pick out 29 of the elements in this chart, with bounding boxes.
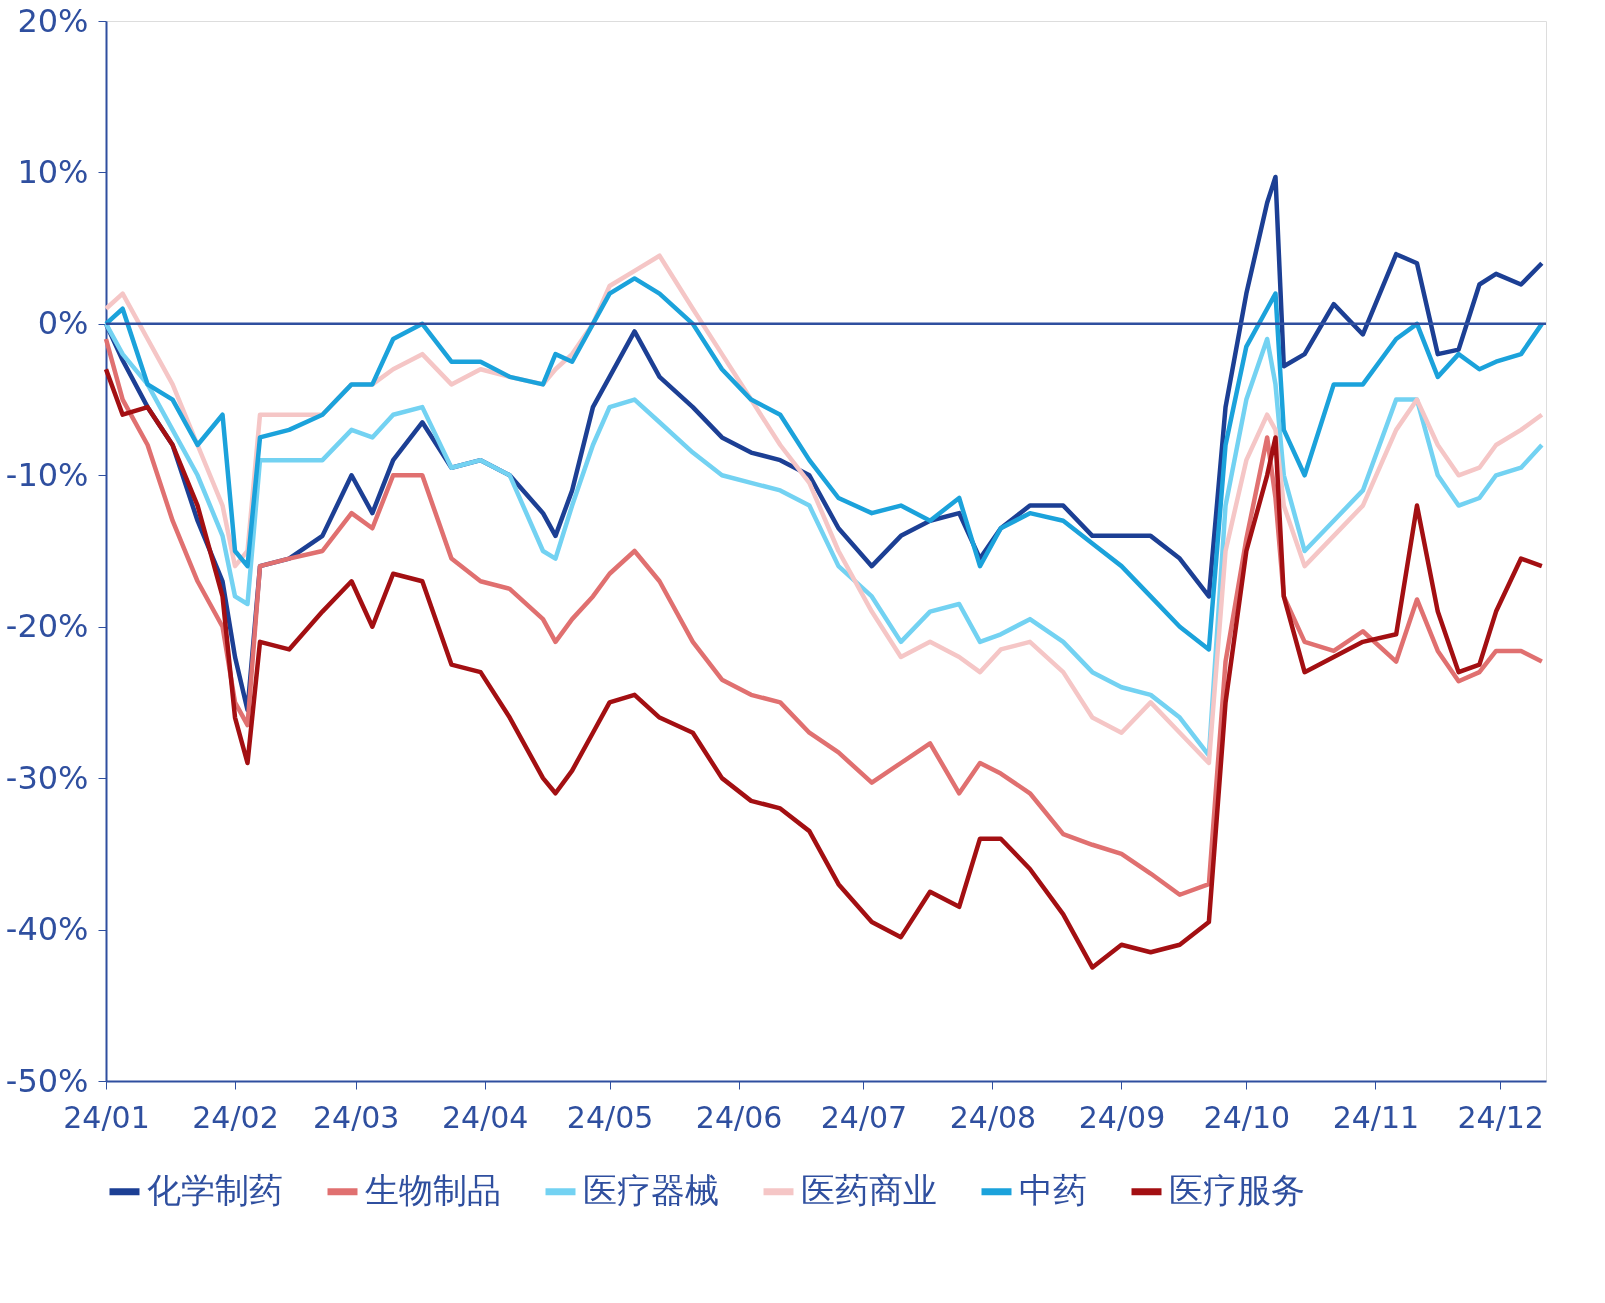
y-tick-label: 0% xyxy=(37,304,89,343)
x-tick-label: 24/12 xyxy=(1457,1099,1544,1135)
y-tick-label: 20% xyxy=(17,1,89,40)
legend-label: 医疗器械 xyxy=(583,1169,719,1210)
x-tick-label: 24/06 xyxy=(695,1099,783,1135)
x-tick-label: 24/07 xyxy=(820,1099,908,1135)
x-tick-label: 24/03 xyxy=(312,1099,400,1135)
y-tick-label: -40% xyxy=(5,910,89,949)
y-tick-label: -50% xyxy=(5,1061,89,1100)
x-tick-label: 24/04 xyxy=(441,1099,529,1135)
legend-label: 化学制药 xyxy=(147,1169,283,1210)
x-tick-label: 24/02 xyxy=(192,1099,279,1135)
legend-label: 医药商业 xyxy=(801,1169,937,1210)
x-tick-label: 24/09 xyxy=(1078,1099,1166,1135)
y-tick-label: -30% xyxy=(5,758,89,797)
y-tick-label: -20% xyxy=(5,607,89,646)
x-tick-label: 24/05 xyxy=(566,1099,654,1135)
y-tick-label: -10% xyxy=(5,455,89,494)
x-tick-label: 24/08 xyxy=(949,1099,1037,1135)
y-tick-label: 10% xyxy=(17,152,89,191)
x-tick-label: 24/01 xyxy=(63,1099,150,1135)
legend-label: 中药 xyxy=(1019,1169,1087,1210)
line-series xyxy=(103,276,1545,652)
legend-label: 医疗服务 xyxy=(1169,1169,1305,1210)
line-series xyxy=(103,336,1545,897)
x-tick-label: 24/11 xyxy=(1332,1099,1420,1135)
legend-label: 生物制品 xyxy=(365,1169,501,1210)
x-tick-label: 24/10 xyxy=(1203,1099,1291,1135)
line-series xyxy=(103,367,1545,970)
